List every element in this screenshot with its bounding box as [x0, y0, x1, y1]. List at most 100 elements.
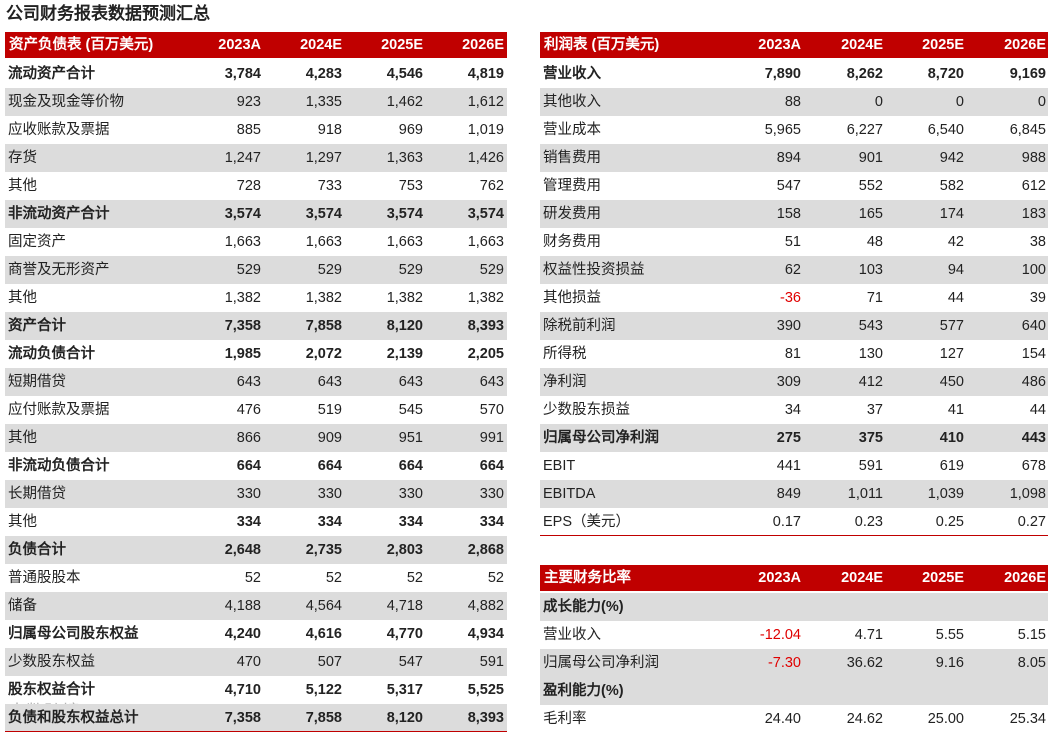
cell-value: 39	[1029, 290, 1046, 306]
table-row: 存货 1,247 1,297 1,363 1,426	[5, 144, 507, 172]
cell-value: 443	[1021, 430, 1046, 446]
row-label: 成长能力(%)	[543, 599, 624, 615]
table-row: 固定资产 1,663 1,663 1,663 1,663	[5, 228, 507, 256]
table-row: 其他损益 -36 71 44 39	[540, 284, 1048, 312]
table-row: 应收账款及票据 885 918 969 1,019	[5, 116, 507, 144]
row-label: 其他损益	[543, 290, 601, 306]
cell-value: 154	[1021, 346, 1046, 362]
row-label: 长期借贷	[8, 486, 66, 502]
cell-value: 7,358	[224, 710, 261, 726]
cell-value: 5,965	[764, 122, 801, 138]
cell-value: 5,317	[386, 682, 423, 698]
row-label: 现金及现金等价物	[8, 94, 124, 110]
cell-value: 375	[858, 430, 883, 446]
table-row: 负债合计 2,648 2,735 2,803 2,868	[5, 536, 507, 564]
header-year: 2026E	[1004, 570, 1046, 586]
cell-value: 44	[1029, 402, 1046, 418]
header-year: 2025E	[922, 37, 964, 53]
table-row: 其他收入 88 0 0 0	[540, 88, 1048, 116]
cell-value: 24.40	[764, 711, 801, 727]
cell-value: 733	[317, 178, 342, 194]
table-row: 权益性投资损益 62 103 94 100	[540, 256, 1048, 284]
cell-value: 552	[858, 178, 883, 194]
cell-value: 334	[317, 514, 342, 530]
cell-value: 0.25	[935, 514, 964, 530]
cell-value: 330	[479, 486, 504, 502]
table-row: 净利润 309 412 450 486	[540, 368, 1048, 396]
cell-value: 547	[776, 178, 801, 194]
row-label: 营业收入	[543, 627, 601, 643]
row-label: EPS（美元）	[543, 514, 631, 530]
cell-value: 6,540	[927, 122, 964, 138]
cell-value: 37	[866, 402, 883, 418]
cell-value: 71	[866, 290, 883, 306]
cell-value: 849	[776, 486, 801, 502]
cell-value: 52	[406, 570, 423, 586]
cell-value: 918	[317, 122, 342, 138]
cell-value: 24.62	[846, 711, 883, 727]
table-row: 成长能力(%)	[540, 593, 1048, 621]
table-header: 主要财务比率 2023A 2024E 2025E 2026E	[540, 565, 1048, 591]
table-row: 应付账款及票据 476 519 545 570	[5, 396, 507, 424]
row-label: 管理费用	[543, 178, 601, 194]
cell-value: 1,663	[305, 234, 342, 250]
header-year: 2023A	[218, 37, 261, 53]
cell-value: 2,072	[305, 346, 342, 362]
row-label: 其他	[8, 430, 37, 446]
table-header: 资产负债表 (百万美元) 2023A 2024E 2025E 2026E	[5, 32, 507, 58]
row-label: 营业成本	[543, 122, 601, 138]
cell-value: 5,525	[467, 682, 504, 698]
cell-value: 8,720	[927, 66, 964, 82]
cell-value: 8.05	[1017, 655, 1046, 671]
cell-value: 330	[398, 486, 423, 502]
cell-value: 410	[939, 430, 964, 446]
cell-value: 2,803	[386, 542, 423, 558]
cell-value: 470	[236, 654, 261, 670]
cell-value: 664	[479, 458, 504, 474]
cell-value: 4,564	[305, 598, 342, 614]
row-label: 资产合计	[8, 318, 66, 334]
cell-value: 51	[784, 234, 801, 250]
cell-value: 1,663	[224, 234, 261, 250]
cell-value: 3,574	[467, 206, 504, 222]
cell-value: 591	[858, 458, 883, 474]
cell-value: 969	[398, 122, 423, 138]
row-label: 短期借贷	[8, 374, 66, 390]
cell-value: 543	[858, 318, 883, 334]
cell-value: 0.23	[854, 514, 883, 530]
cell-value: 9,169	[1009, 66, 1046, 82]
table-row: 其他 334 334 334 334	[5, 508, 507, 536]
cell-value: 0.27	[1017, 514, 1046, 530]
header-year: 2025E	[922, 570, 964, 586]
cell-value: 901	[858, 150, 883, 166]
cell-value: 7,358	[224, 318, 261, 334]
cell-value: 165	[858, 206, 883, 222]
row-label: 研发费用	[543, 206, 601, 222]
header-year: 2024E	[300, 37, 342, 53]
cell-value: 1,098	[1009, 486, 1046, 502]
cell-value: 643	[479, 374, 504, 390]
cell-value: 612	[1021, 178, 1046, 194]
table-row: 短期借贷 643 643 643 643	[5, 368, 507, 396]
cell-value: 486	[1021, 374, 1046, 390]
cell-value: 4,770	[386, 626, 423, 642]
cell-value: 4,240	[224, 626, 261, 642]
cell-value: 158	[776, 206, 801, 222]
row-label: 储备	[8, 598, 37, 614]
table-row: 储备 4,188 4,564 4,718 4,882	[5, 592, 507, 620]
cell-value: 1,297	[305, 150, 342, 166]
cell-value: 909	[317, 430, 342, 446]
row-label: 存货	[8, 150, 37, 166]
row-label: 所得税	[543, 346, 587, 362]
cell-value: 103	[858, 262, 883, 278]
cell-value: 529	[398, 262, 423, 278]
cell-value: 6,227	[846, 122, 883, 138]
cell-value: 1,426	[467, 150, 504, 166]
cell-value: 334	[479, 514, 504, 530]
row-label: EBITDA	[543, 486, 596, 502]
cell-value: 529	[236, 262, 261, 278]
cell-value: 2,205	[467, 346, 504, 362]
table-row: 归属母公司股东权益 4,240 4,616 4,770 4,934	[5, 620, 507, 648]
table-row: 其他 1,382 1,382 1,382 1,382	[5, 284, 507, 312]
cell-value: 678	[1021, 458, 1046, 474]
